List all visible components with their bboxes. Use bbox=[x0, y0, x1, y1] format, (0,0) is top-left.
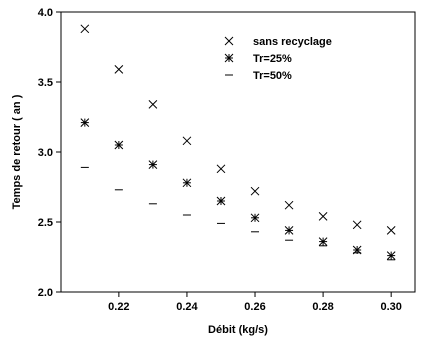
y-tick-label: 2.5 bbox=[38, 217, 53, 229]
x-tick-label: 0.26 bbox=[244, 301, 265, 313]
series-2 bbox=[80, 118, 396, 260]
data-point bbox=[318, 237, 328, 246]
data-point bbox=[216, 164, 226, 174]
marks-layer bbox=[80, 24, 396, 261]
data-point bbox=[352, 220, 362, 230]
data-point bbox=[284, 200, 294, 210]
series-3 bbox=[80, 166, 396, 261]
data-point bbox=[80, 24, 90, 34]
data-point bbox=[148, 100, 158, 109]
data-point bbox=[182, 178, 192, 188]
data-point bbox=[114, 140, 124, 150]
y-tick-label: 3.0 bbox=[38, 147, 53, 159]
data-point bbox=[114, 65, 124, 74]
data-point bbox=[250, 213, 260, 223]
legend-marker bbox=[224, 36, 234, 46]
data-point bbox=[216, 196, 226, 206]
x-tick-label: 0.30 bbox=[380, 301, 401, 313]
x-axis-title: Débit (kg/s) bbox=[208, 324, 268, 336]
legend-label: sans recyclage bbox=[253, 36, 332, 48]
x-tick-label: 0.24 bbox=[176, 301, 198, 313]
data-point bbox=[148, 160, 158, 169]
data-point bbox=[386, 226, 396, 235]
data-point bbox=[386, 251, 396, 260]
legend-label: Tr=25% bbox=[253, 53, 292, 65]
y-tick-label: 3.5 bbox=[38, 77, 53, 89]
x-tick-label: 0.28 bbox=[312, 301, 333, 313]
plot-frame bbox=[60, 11, 416, 293]
data-point bbox=[250, 186, 260, 196]
legend-marker bbox=[224, 53, 234, 63]
y-axis-title: Temps de retour ( an ) bbox=[11, 94, 23, 209]
legend: sans recyclage Tr=25% Tr=50% bbox=[224, 36, 332, 82]
ticks-layer: 0.22 0.24 0.26 0.28 0.30 2.0 2.5 3.0 3.5 4.0 bbox=[38, 7, 402, 313]
data-point bbox=[284, 226, 294, 235]
y-tick-label: 2.0 bbox=[38, 287, 53, 299]
data-point bbox=[318, 212, 328, 221]
x-tick-label: 0.22 bbox=[108, 301, 129, 313]
series-1 bbox=[80, 24, 396, 235]
legend-label: Tr=50% bbox=[253, 70, 292, 82]
data-point bbox=[182, 136, 192, 146]
y-tick-label: 4.0 bbox=[38, 7, 53, 19]
data-point bbox=[80, 118, 90, 127]
